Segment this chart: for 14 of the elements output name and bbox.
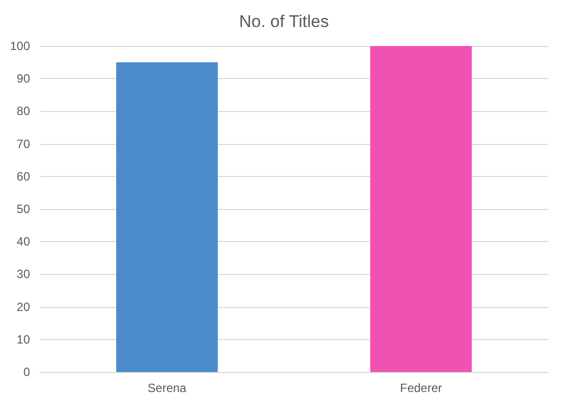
y-tick-label: 80 <box>16 104 30 118</box>
y-tick-label: 20 <box>16 300 30 314</box>
x-tick-label: Federer <box>400 381 442 395</box>
y-tick-label: 30 <box>16 267 30 282</box>
y-tick-label: 10 <box>16 332 30 346</box>
y-tick-label: 40 <box>16 234 30 249</box>
y-tick-label: 50 <box>16 202 30 216</box>
x-tick-label: Serena <box>148 381 187 395</box>
y-tick-label: 60 <box>16 169 30 184</box>
y-tick-label: 100 <box>10 39 30 53</box>
chart-title: No. of Titles <box>239 12 329 31</box>
y-tick-label: 70 <box>16 136 30 151</box>
y-tick-label: 0 <box>23 365 30 379</box>
y-tick-label: 90 <box>16 72 30 86</box>
